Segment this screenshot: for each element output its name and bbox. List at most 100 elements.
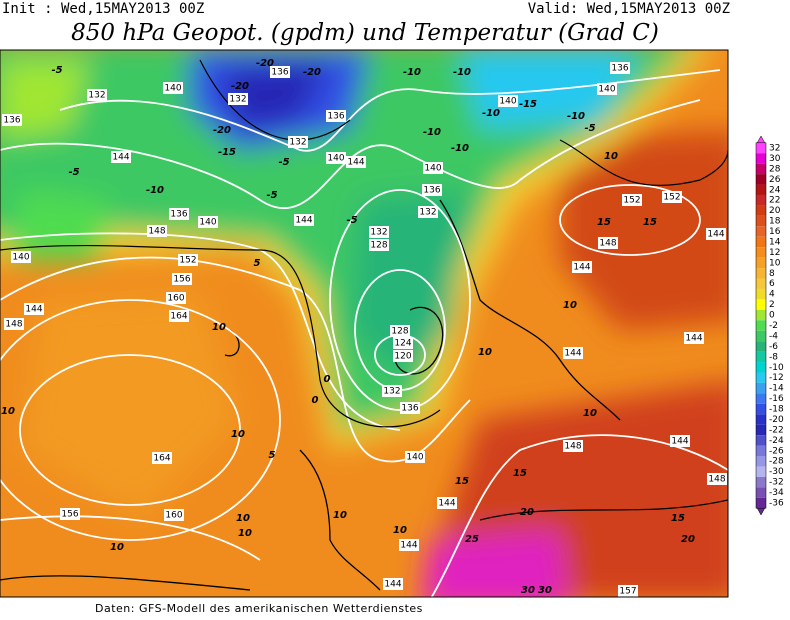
- temperature-label: -5: [278, 157, 289, 168]
- geopotential-label-box: [4, 318, 24, 330]
- temperature-label: -15: [218, 147, 236, 158]
- temperature-label: -5: [584, 123, 595, 134]
- colorbar-swatch: [756, 236, 766, 248]
- geopotential-label: 128: [391, 327, 408, 337]
- temperature-label: 15: [671, 513, 685, 524]
- colorbar-label: -26: [769, 446, 784, 456]
- geopotential-label: 164: [170, 312, 187, 322]
- coastlines: [0, 199, 621, 591]
- geopotential-label-box: [166, 292, 186, 304]
- geopotential-label: 144: [25, 305, 42, 315]
- temperature-label: 30: [521, 585, 535, 596]
- geopotential-label-box: [399, 539, 419, 551]
- geopotential-label-box: [294, 214, 314, 226]
- colorbar-label: -4: [769, 331, 778, 341]
- colorbar-swatch: [756, 382, 766, 394]
- geopotential-label: 136: [3, 116, 20, 126]
- temperature-label: 10: [238, 528, 252, 539]
- geopotential-label-box: [270, 66, 290, 78]
- geopotential-label: 148: [564, 442, 581, 452]
- geopotential-label: 157: [619, 587, 636, 597]
- colorbar-label: -12: [769, 373, 784, 383]
- geopotential-label: 136: [611, 64, 628, 74]
- colorbar-swatch: [756, 247, 766, 258]
- colorbar-swatch: [756, 309, 766, 321]
- geopotential-label-box: [670, 435, 690, 447]
- geopotential-label: 144: [112, 153, 129, 163]
- geopotential-label: 140: [164, 84, 181, 94]
- geopotential-label-box: [369, 226, 389, 238]
- geopotential-label: 140: [598, 85, 615, 95]
- colorbar-label: -22: [769, 425, 784, 435]
- temperature-label: 10: [563, 300, 577, 311]
- geopotential-label: 152: [179, 256, 196, 266]
- temperature-label: -10: [453, 67, 471, 78]
- geopotential-label: 144: [384, 580, 401, 590]
- geopotential-label: 152: [623, 196, 640, 206]
- geopotential-label: 160: [165, 511, 182, 521]
- geopotential-label-box: [393, 337, 413, 349]
- colorbar-swatch: [756, 445, 766, 457]
- geopotential-label: 160: [167, 294, 184, 304]
- colorbar-swatch: [756, 403, 766, 415]
- colorbar-swatch: [756, 174, 766, 185]
- temperature-label: 10: [231, 429, 245, 440]
- geopotential-label: 140: [327, 154, 344, 164]
- geopotential-label-box: [572, 261, 592, 273]
- temperature-label: -10: [146, 185, 164, 196]
- colorbar-swatch: [756, 257, 766, 269]
- temperature-label: 10: [478, 347, 492, 358]
- colorbar-swatch: [756, 320, 766, 331]
- geopotential-label-box: [423, 162, 443, 174]
- geopotential-label: 144: [671, 437, 688, 447]
- geopotential-label: 136: [401, 404, 418, 414]
- temperature-label: 30: [538, 585, 552, 596]
- geopotential-label-box: [111, 151, 131, 163]
- geopotential-label-box: [418, 206, 438, 218]
- geopotential-label: 156: [173, 275, 190, 285]
- colorbar-label: 12: [769, 248, 780, 258]
- geopotential-label-box: [498, 95, 518, 107]
- geopotential-label: 132: [88, 91, 105, 101]
- temperature-label: 10: [110, 542, 124, 553]
- colorbar-label: -2: [769, 321, 778, 331]
- temperature-label: 25: [465, 534, 479, 545]
- temperature-label: 10: [583, 408, 597, 419]
- temperature-label: 20: [681, 534, 695, 545]
- geopotential-label: 144: [564, 349, 581, 359]
- temperature-label: -10: [451, 143, 469, 154]
- temperature-label: 10: [212, 322, 226, 333]
- temperature-label: -10: [482, 108, 500, 119]
- colorbar-label: -8: [769, 352, 778, 362]
- geopotential-label: 140: [424, 164, 441, 174]
- geopotential-label: 140: [12, 253, 29, 263]
- colorbar-label: -6: [769, 342, 778, 352]
- geopotential-label-box: [563, 440, 583, 452]
- colorbar-label: 30: [769, 154, 781, 164]
- colorbar-label: 8: [769, 269, 775, 279]
- geopotential-label: 136: [327, 112, 344, 122]
- temperature-label: 10: [604, 151, 618, 162]
- colorbar-swatch: [756, 226, 766, 237]
- colorbar-swatch: [756, 476, 766, 488]
- geopotential-label-box: [326, 152, 346, 164]
- map-title: 850 hPa Geopot. (gpdm) und Temperatur (G…: [71, 20, 659, 46]
- temperature-label: 15: [643, 217, 657, 228]
- geopotential-label: 132: [229, 95, 246, 105]
- colorbar-label: 26: [769, 175, 781, 185]
- geopotential-label: 136: [170, 210, 187, 220]
- temperature-field: [0, 50, 728, 597]
- map-frame: [0, 49, 729, 598]
- geopotential-label-box: [597, 83, 617, 95]
- geopotential-label: 132: [370, 228, 387, 238]
- temperature-label: 0: [312, 395, 319, 406]
- geopotential-label: 144: [347, 158, 364, 168]
- colorbar-label: -24: [769, 436, 784, 446]
- geopotential-label: 136: [271, 68, 288, 78]
- temperature-contours: [0, 59, 728, 521]
- colorbar-swatch: [756, 372, 766, 383]
- colorbar-label: -18: [769, 405, 784, 415]
- geopotential-label-box: [163, 82, 183, 94]
- geopotential-label-box: [610, 62, 630, 74]
